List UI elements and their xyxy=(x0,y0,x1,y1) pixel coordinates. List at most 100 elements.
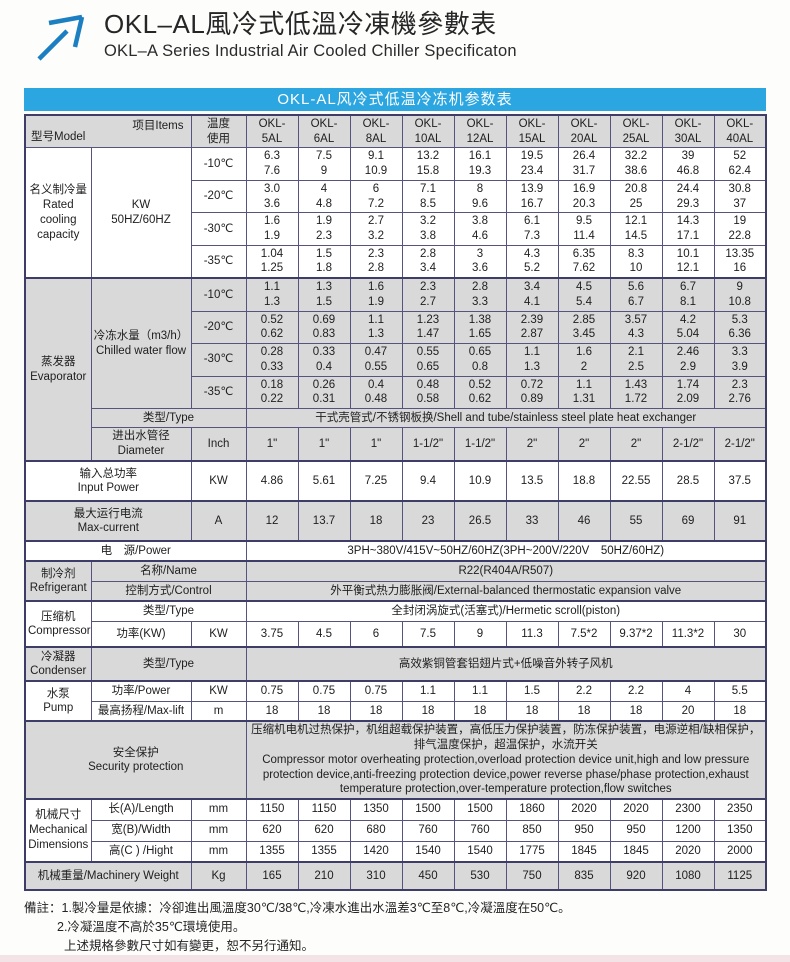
page-bottom-strip xyxy=(0,955,790,962)
height-unit: mm xyxy=(190,840,247,863)
refrigerant-label: 制冷剂 Refrigerant xyxy=(24,560,92,602)
table-cell: 2.39 2.87 xyxy=(505,310,559,345)
table-cell: 18 xyxy=(297,700,351,722)
table-cell: 0.69 0.83 xyxy=(297,310,351,345)
table-cell: 2020 xyxy=(661,840,715,863)
table-cell: 750 xyxy=(505,861,559,891)
condenser-row: 冷凝器 Condenser 类型/Type 高效紫铜管套铝翅片式+低噪音外转子风机 xyxy=(24,646,767,682)
table-cell: 1.5 1.8 xyxy=(297,244,351,279)
table-title: OKL-AL风冷式低温冷冻机参数表 xyxy=(277,91,513,108)
input-power-row: 输入总功率 Input Power KW 4.86 5.61 7.25 9.4 10.9 13… xyxy=(24,460,767,502)
pump-power-label: 功率/Power xyxy=(90,680,192,702)
table-cell: 1.38 1.65 xyxy=(453,310,507,345)
table-cell: 19.5 23.4 xyxy=(505,147,559,181)
table-cell: -35℃ xyxy=(190,244,247,279)
machinery-weight-row: 机械重量/Machinery Weight Kg 165 210 310 450 530 75… xyxy=(24,861,767,891)
compressor-type-value: 全封闭涡旋式(活塞式)/Hermetic scroll(piston) xyxy=(245,600,767,622)
table-cell: 11.3 xyxy=(505,620,559,648)
table-cell: 1.1 1.3 xyxy=(505,343,559,377)
table-cell: -30℃ xyxy=(190,343,247,377)
compressor-power-label: 功率(KW) xyxy=(90,620,192,648)
table-cell: 9 10.8 xyxy=(713,277,767,312)
power-supply-label: 电 源/Power xyxy=(24,540,247,562)
table-cell: 0.55 0.65 xyxy=(401,343,455,377)
temp-use-header: 温度 使用 xyxy=(190,114,247,149)
table-cell: 6.35 7.62 xyxy=(557,244,611,279)
table-cell: 1350 xyxy=(713,819,767,842)
evaporator-label: 蒸发器 Evaporator xyxy=(24,277,92,462)
table-cell: 2.7 3.2 xyxy=(349,212,403,246)
table-cell: 9.37*2 xyxy=(609,620,663,648)
table-cell: 9 xyxy=(453,620,507,648)
length-unit: mm xyxy=(190,798,247,821)
table-cell: 10.9 xyxy=(453,460,507,502)
table-cell: 8 9.6 xyxy=(453,179,507,214)
model-header-label: 型号Model xyxy=(31,130,86,143)
table-cell: 13.2 15.8 xyxy=(401,147,455,181)
table-cell: 0.75 xyxy=(349,680,403,702)
table-cell: 7.5*2 xyxy=(557,620,611,648)
table-cell: 0.65 0.8 xyxy=(453,343,507,377)
table-cell: 16.9 20.3 xyxy=(557,179,611,214)
table-cell: 24.4 29.3 xyxy=(661,179,715,214)
table-cell: 1150 xyxy=(297,798,351,821)
machinery-weight-unit: Kg xyxy=(190,861,247,891)
table-cell: 1200 xyxy=(661,819,715,842)
table-cell: 5.5 xyxy=(713,680,767,702)
spec-table-body: 型号Model 项目Items 温度 使用 OKL- 5AL OKL- 6AL OKL- … xyxy=(24,114,767,891)
control-value: 外平衡式热力膨胀阀/External-balanced thermostatic… xyxy=(245,580,767,602)
table-cell: 4.86 xyxy=(245,460,299,502)
table-cell: 210 xyxy=(297,861,351,891)
table-cell: 6.3 7.6 xyxy=(245,147,299,181)
table-cell: 850 xyxy=(505,819,559,842)
table-cell: 46 xyxy=(557,500,611,542)
rated-capacity-row: -35℃ 1.04 1.25 1.5 1.8 2.3 2.8 2.8 3.4 3 3.6 4… xyxy=(25,244,767,279)
table-cell: 2.8 3.3 xyxy=(453,277,507,312)
table-cell: -10℃ xyxy=(190,147,247,181)
table-cell: 23 xyxy=(401,500,455,542)
table-cell: 950 xyxy=(609,819,663,842)
rated-capacity-row: -20℃ 3.0 3.6 4 4.8 6 7.2 7.1 8.5 8 9.6 13.9 16… xyxy=(25,179,767,214)
dimension-height-row: 高(C ) /Hight mm 1355 1355 1420 1540 1540 1775 18… xyxy=(25,840,767,863)
table-cell: -10℃ xyxy=(190,277,247,312)
table-cell: 1.23 1.47 xyxy=(401,310,455,345)
table-cell: 69 xyxy=(661,500,715,542)
table-cell: 1.04 1.25 xyxy=(245,244,299,279)
table-cell: 1.5 xyxy=(505,680,559,702)
table-cell: 1-1/2" xyxy=(453,426,507,462)
table-cell: 760 xyxy=(453,819,507,842)
model-okl-8al: OKL- 8AL xyxy=(349,114,403,149)
table-cell: 2020 xyxy=(557,798,611,821)
table-cell: 3 3.6 xyxy=(453,244,507,279)
table-cell: 2-1/2" xyxy=(661,426,715,462)
table-cell: 1080 xyxy=(661,861,715,891)
table-cell: 1.3 1.5 xyxy=(297,277,351,312)
table-cell: 6.1 7.3 xyxy=(505,212,559,246)
table-cell: 18 xyxy=(245,700,299,722)
pump-power-row: 水泵 Pump 功率/Power KW 0.75 0.75 0.75 1.1 1.1 1.5 2.… xyxy=(24,680,767,722)
table-cell: 450 xyxy=(401,861,455,891)
table-cell: 2000 xyxy=(713,840,767,863)
table-cell: 6.7 8.1 xyxy=(661,277,715,312)
table-cell: 32.2 38.6 xyxy=(609,147,663,181)
table-cell: 1355 xyxy=(245,840,299,863)
pump-lift-unit: m xyxy=(190,700,247,722)
table-cell: 3.75 xyxy=(245,620,299,648)
table-cell: 3.4 4.1 xyxy=(505,277,559,312)
table-cell: 0.4 0.48 xyxy=(349,375,403,409)
table-cell: 0.72 0.89 xyxy=(505,375,559,409)
table-cell: 1.1 xyxy=(453,680,507,702)
table-cell: 4.5 xyxy=(297,620,351,648)
max-current-row: 最大运行电流 Max-current A 12 13.7 18 23 26.5 33 46 55 6… xyxy=(24,500,767,542)
table-cell: 18 xyxy=(713,700,767,722)
table-cell: 16.1 19.3 xyxy=(453,147,507,181)
table-cell: 18 xyxy=(609,700,663,722)
model-okl-20al: OKL- 20AL xyxy=(557,114,611,149)
model-okl-30al: OKL- 30AL xyxy=(661,114,715,149)
table-cell: 1.9 2.3 xyxy=(297,212,351,246)
diameter-row: 进出水管径 Diameter Inch 1" 1" 1" 1-1/2" 1-1/2" 2" 2"… xyxy=(25,426,767,462)
table-cell: 12.1 14.5 xyxy=(609,212,663,246)
table-cell: 13.5 xyxy=(505,460,559,502)
model-okl-10al: OKL- 10AL xyxy=(401,114,455,149)
